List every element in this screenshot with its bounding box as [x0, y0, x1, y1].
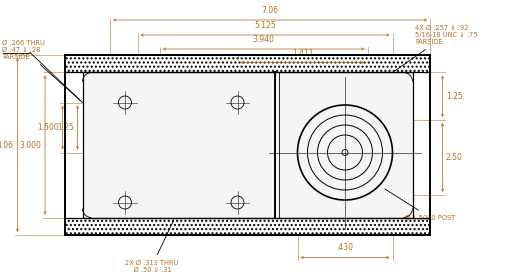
Text: 4X Ø .257 ⇓ .92
5/16-18 UNC ⇓ .75
FARSIDE: 4X Ø .257 ⇓ .92 5/16-18 UNC ⇓ .75 FARSID… — [395, 25, 478, 71]
Text: 2.50: 2.50 — [446, 153, 463, 162]
Text: 1.500: 1.500 — [37, 123, 59, 132]
Text: Ø .266 THRU
Ø .47 ⇓ .28
FARSIDE: Ø .266 THRU Ø .47 ⇓ .28 FARSIDE — [3, 40, 80, 101]
Bar — [65, 55, 430, 235]
Text: Ø 1.5000 POST: Ø 1.5000 POST — [385, 189, 455, 221]
Bar — [65, 55, 430, 73]
Text: .430: .430 — [337, 244, 353, 253]
Text: 1.25: 1.25 — [57, 123, 74, 132]
Text: 4.06: 4.06 — [0, 141, 14, 150]
Text: 1.25: 1.25 — [446, 92, 462, 101]
Bar — [65, 218, 430, 235]
Text: 2X Ø .313 THRU
    Ø .50 ⇓ .31: 2X Ø .313 THRU Ø .50 ⇓ .31 — [125, 220, 179, 273]
Text: 7.06: 7.06 — [262, 6, 279, 15]
Text: 3.940: 3.940 — [253, 35, 275, 44]
Bar — [82, 73, 412, 218]
Text: 5.125: 5.125 — [254, 21, 276, 30]
Text: 3.000: 3.000 — [20, 141, 42, 150]
Text: 1.411: 1.411 — [292, 48, 313, 57]
